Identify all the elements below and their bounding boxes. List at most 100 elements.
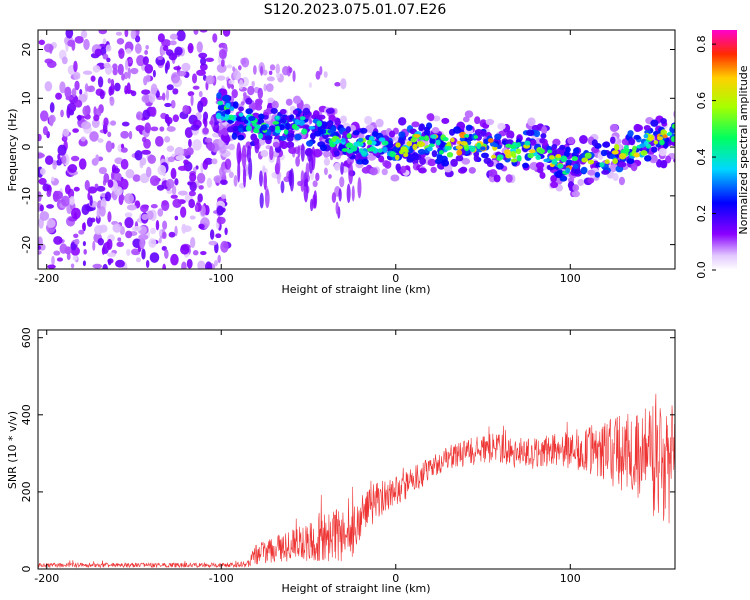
- heatmap-cell: [323, 167, 328, 176]
- heatmap-cell: [505, 174, 513, 183]
- colorbar: 0.0 0.2 0.4 0.6 0.8 Normalized spectral ampl…: [695, 30, 750, 279]
- heatmap-cell: [150, 227, 156, 235]
- heatmap-cell: [300, 170, 305, 185]
- heatmap-cell: [398, 131, 406, 138]
- heatmap-cell: [197, 100, 204, 113]
- heatmap-cell: [240, 101, 245, 106]
- heatmap-cell: [441, 159, 450, 167]
- colorbar-tick-label: 0.8: [695, 35, 708, 53]
- heatmap-cell: [426, 113, 435, 121]
- heatmap-cell: [251, 80, 255, 88]
- heatmap-cell: [74, 99, 83, 108]
- heatmap-cell: [143, 75, 148, 86]
- heatmap-cell: [481, 152, 489, 159]
- heatmap-cell: [102, 263, 108, 269]
- heatmap-cell: [38, 250, 42, 255]
- heatmap-cell: [612, 173, 619, 182]
- heatmap-cell: [105, 140, 113, 153]
- heatmap-cell: [269, 145, 274, 161]
- heatmap-cell: [262, 165, 266, 174]
- heatmap-cell: [456, 140, 462, 145]
- heatmap-cell: [659, 139, 665, 146]
- heatmap-cell: [152, 69, 156, 78]
- heatmap-cell: [563, 150, 570, 158]
- heatmap-cell: [51, 255, 55, 266]
- heatmap-cell: [107, 78, 112, 84]
- heatmap-cell: [80, 136, 86, 142]
- heatmap-cell: [609, 164, 618, 173]
- heatmap-cell: [116, 241, 124, 248]
- heatmap-cell: [476, 142, 482, 150]
- heatmap-cell: [275, 63, 281, 75]
- heatmap-cell: [86, 85, 96, 93]
- heatmap-cell: [188, 190, 196, 197]
- heatmap-cell: [325, 107, 335, 115]
- heatmap-cell: [294, 133, 302, 141]
- heatmap-cell: [89, 131, 99, 142]
- heatmap-cell: [162, 45, 169, 52]
- heatmap-cell: [429, 137, 436, 145]
- heatmap-cell: [395, 142, 401, 148]
- heatmap-cell: [126, 248, 131, 256]
- heatmap-cell: [77, 114, 82, 121]
- heatmap-cell: [670, 136, 675, 143]
- heatmap-cell: [309, 132, 316, 140]
- heatmap-cell: [134, 35, 141, 43]
- heatmap-cell: [643, 133, 649, 139]
- heatmap-cell: [316, 120, 323, 127]
- heatmap-cell: [474, 116, 481, 125]
- heatmap-cell: [328, 174, 332, 179]
- heatmap-cell: [539, 171, 546, 179]
- heatmap-cell: [196, 69, 206, 76]
- y-tick-label: 10: [20, 91, 33, 105]
- heatmap-cell: [295, 156, 300, 167]
- snr-x-ticks: -200 -100 0 100: [34, 330, 581, 585]
- heatmap-cell: [633, 152, 640, 158]
- heatmap-cell: [229, 106, 235, 111]
- heatmap-cell: [145, 44, 149, 50]
- heatmap-cell: [613, 143, 620, 151]
- heatmap-cell: [127, 67, 131, 80]
- heatmap-marks: [38, 30, 675, 269]
- heatmap-cell: [217, 104, 226, 111]
- heatmap-cell: [124, 212, 133, 218]
- heatmap-cell: [136, 111, 143, 121]
- heatmap-cell: [522, 162, 529, 169]
- heatmap-cell: [164, 102, 172, 108]
- heatmap-cell: [42, 126, 49, 136]
- y-tick-label: 20: [20, 43, 33, 57]
- heatmap-cell: [144, 122, 151, 134]
- heatmap-cell: [418, 136, 425, 141]
- y-tick-label: 400: [20, 404, 33, 425]
- heatmap-cell: [223, 144, 230, 150]
- heatmap-cell: [411, 121, 420, 128]
- heatmap-cell: [241, 57, 250, 68]
- heatmap-cell: [431, 150, 438, 158]
- y-tick-label: 0: [20, 566, 33, 573]
- heatmap-cell: [243, 119, 249, 124]
- heatmap-cell: [72, 255, 78, 261]
- snr-y-axis-label: SNR (10 * v/v): [6, 411, 19, 489]
- x-tick-label: 0: [392, 572, 399, 585]
- heatmap-cell: [168, 231, 176, 238]
- heatmap-cell: [527, 152, 534, 159]
- heatmap-cell: [53, 190, 63, 200]
- heatmap-cell: [57, 144, 67, 156]
- heatmap-cell: [516, 154, 522, 162]
- colorbar-label: Normalized spectral amplitude: [737, 65, 750, 234]
- heatmap-cell: [172, 198, 182, 209]
- heatmap-cell: [288, 146, 297, 155]
- x-tick-label: 100: [560, 272, 581, 285]
- heatmap-cell: [334, 117, 342, 126]
- heatmap-cell: [106, 238, 113, 250]
- heatmap-cell: [381, 140, 389, 146]
- heatmap-cell: [216, 63, 227, 73]
- heatmap-cell: [181, 223, 187, 234]
- heatmap-frame: [37, 29, 676, 270]
- heatmap-cell: [131, 225, 142, 232]
- heatmap-cell: [125, 230, 133, 239]
- heatmap-cell: [246, 145, 251, 163]
- heatmap-cell: [38, 245, 42, 251]
- heatmap-cell: [112, 63, 118, 70]
- heatmap-cell: [159, 126, 165, 132]
